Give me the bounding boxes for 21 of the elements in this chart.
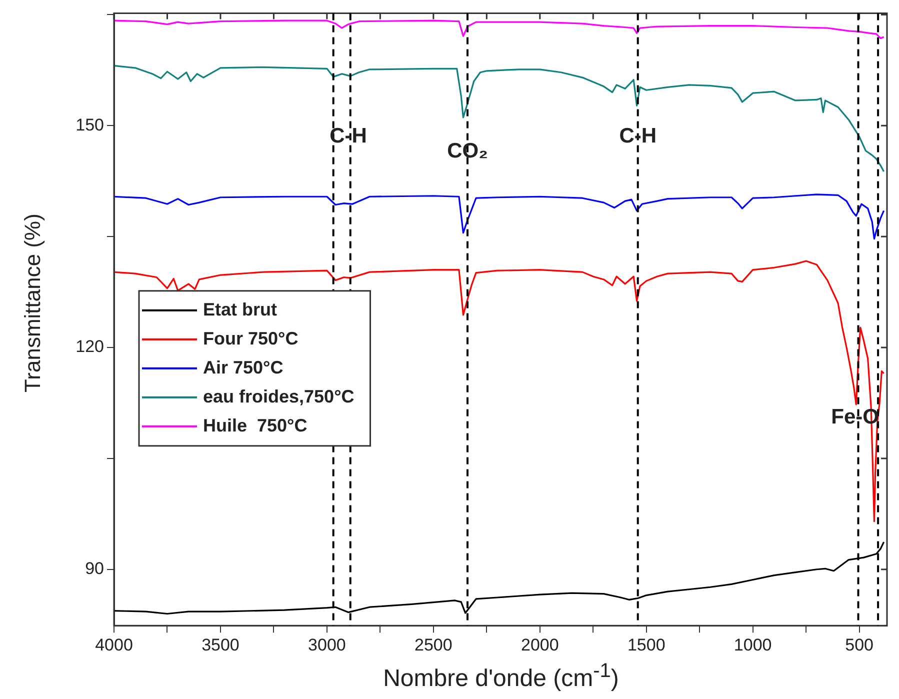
annotation: C-H <box>330 124 367 148</box>
annotation: C-H <box>619 124 657 148</box>
legend-label: Air 750°C <box>203 357 284 378</box>
x-tick-label: 500 <box>845 635 874 654</box>
x-tick-label: 3000 <box>308 635 346 654</box>
y-axis-title: Transmittance (%) <box>20 212 46 394</box>
legend-label: Four 750°C <box>203 328 298 348</box>
x-tick-label: 1000 <box>734 635 772 654</box>
y-tick-label: 120 <box>76 337 104 356</box>
x-tick-label: 3500 <box>202 635 240 654</box>
y-tick-label: 150 <box>76 115 104 134</box>
x-axis-title: Nombre d'onde (cm$^{-1}$) <box>382 660 620 693</box>
x-tick-label: 2000 <box>520 635 559 654</box>
legend-label: Huile 750°C <box>203 415 308 436</box>
y-tick-label: 90 <box>85 559 104 578</box>
legend-label: Etat brut <box>203 299 277 320</box>
x-tick-label: 1500 <box>627 635 666 654</box>
legend-label: eau froides,750°C <box>203 386 354 406</box>
annotation: CO₂ <box>447 139 488 162</box>
x-tick-label: 2500 <box>414 635 452 654</box>
x-tick-label: 4000 <box>95 635 133 654</box>
